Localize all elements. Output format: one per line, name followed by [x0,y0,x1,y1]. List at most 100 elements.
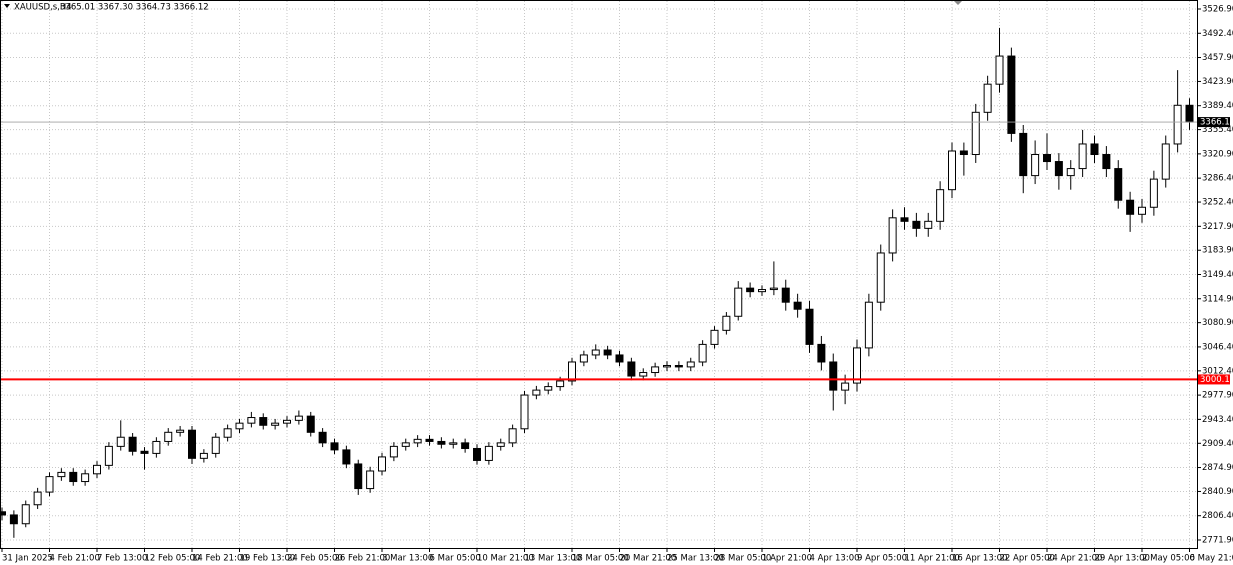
candle-body [568,361,576,382]
candle-body [306,415,315,433]
candle-body [104,445,113,466]
candle-body [437,440,446,445]
candle-body [1078,143,1087,170]
candle-body [211,436,220,454]
candle-body [663,364,671,368]
candle-body [864,301,873,349]
y-tick-label: 3492.40 [1202,29,1233,39]
y-tick-label: 3286.40 [1202,174,1233,184]
candle-body [1007,55,1016,134]
y-tick-label: 3217.90 [1202,222,1233,232]
candle-body [900,217,909,222]
y-tick-label: 2771.90 [1202,535,1233,545]
candle-body [781,287,790,303]
x-tick-label: 1 Apr 21:00 [762,554,812,564]
x-tick-label: 25 Mar 13:00 [667,554,724,564]
y-tick-label: 3389.40 [1202,101,1233,111]
candle-body [366,470,375,490]
candle-body [971,111,980,156]
y-tick-label: 3012.40 [1202,366,1233,376]
candle-body [959,150,968,156]
y-tick-label: 2806.40 [1202,511,1233,521]
candle-body [1054,161,1063,177]
x-tick-label: 13 Mar 13:00 [525,554,582,564]
candle-body [995,55,1004,85]
x-tick-label: 20 Mar 21:00 [620,554,677,564]
candle-body [746,287,755,293]
candle-body [413,438,422,444]
x-tick-label: 24 Feb 05:00 [287,554,343,564]
candle-body [1090,143,1099,156]
candle-body [1126,199,1135,215]
candle-body [876,252,885,303]
candle-body [378,456,386,472]
candle-body [698,343,707,363]
price-level-box [1198,374,1230,385]
candle-body [758,289,766,293]
candle-body [829,361,838,391]
candle-body [579,354,588,363]
candle-body [9,514,18,525]
current-price-box [1198,117,1230,128]
y-tick-label: 3046.40 [1202,342,1233,352]
candle-body [484,445,493,461]
y-tick-label: 2909.40 [1202,439,1233,449]
shift-marker [954,1,962,5]
candle-body [674,364,683,368]
y-tick-label: 2840.90 [1202,487,1233,497]
x-tick-label: 3 Mar 13:00 [382,554,433,564]
x-tick-label: 24 Apr 21:00 [1047,554,1102,564]
x-tick-label: 9 Apr 05:00 [857,554,907,564]
candle-body [686,361,695,368]
chart-subtitle: 3365.01 3367.30 3364.73 3366.12 [60,3,209,13]
candle-body [1161,143,1170,180]
candle-body [199,452,208,459]
candle-body [1066,168,1075,177]
current-price-label: 3366.12 [1200,118,1233,128]
candle-body [473,447,481,461]
candle-body [639,372,648,377]
candle-body [57,471,66,478]
candle-body [152,440,161,454]
candle-body [425,438,434,442]
candle-body [841,382,850,391]
price-level-label: 3000.18 [1200,375,1233,385]
candle-body [627,361,636,377]
candle-body [45,476,54,493]
x-tick-label: 22 Apr 05:00 [1000,554,1055,564]
candle-body [651,366,660,374]
candle-body [924,220,933,229]
candle-body [853,347,861,384]
candle-body [508,428,517,444]
candle-body [259,417,268,426]
candle-body [176,429,185,433]
x-tick-label: 14 Feb 21:00 [192,554,248,564]
candle-body [1019,132,1028,177]
x-tick-label: 26 Feb 21:00 [335,554,391,564]
candles [0,27,1194,538]
menu-arrow[interactable] [4,4,10,8]
candle-body [188,429,196,459]
x-tick-label: 7 Feb 13:00 [97,554,147,564]
y-tick-label: 2874.90 [1202,463,1233,473]
candle-body [235,422,244,430]
candle-body [591,349,600,356]
candle-body [342,449,351,465]
candle-body [389,445,398,458]
candle-body [116,436,125,447]
candle-body [318,431,327,444]
candle-body [354,463,363,490]
candle-body [603,349,612,356]
y-tick-label: 3080.90 [1202,318,1233,328]
candle-body [888,217,897,254]
y-tick-label: 2943.40 [1202,415,1233,425]
candle-body [69,471,78,483]
candle-body [93,464,101,475]
candle-body [330,442,339,451]
candle-body [128,436,137,452]
candle-body [283,419,291,424]
y-tick-label: 3355.40 [1202,125,1233,135]
candle-body [81,473,90,483]
candle-body [556,380,565,388]
candle-body [532,389,541,396]
